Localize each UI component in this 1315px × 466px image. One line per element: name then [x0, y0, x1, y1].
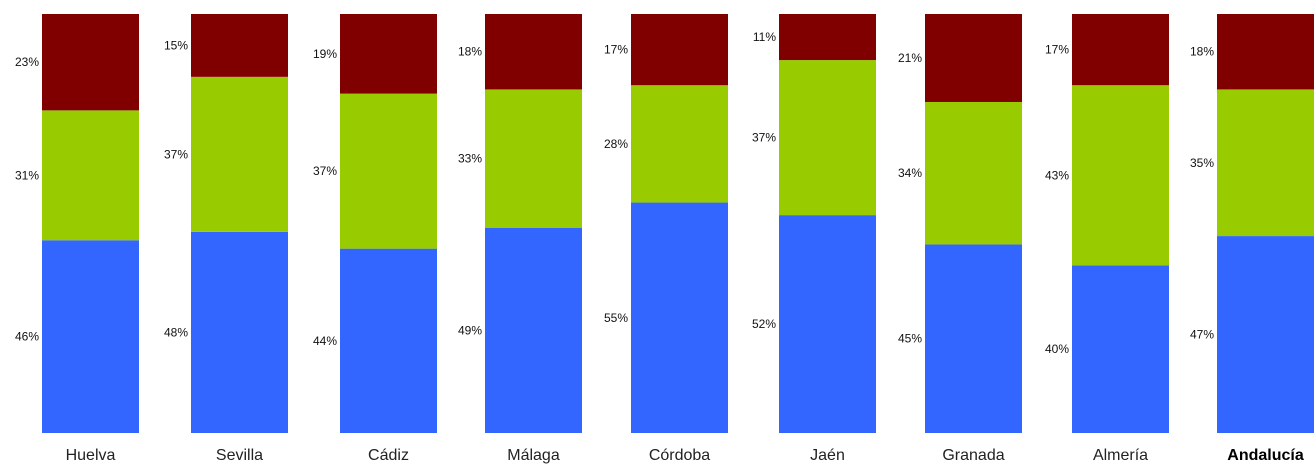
data-label: 21%: [898, 51, 922, 65]
bar-andalucía-middle: [1217, 89, 1314, 237]
category-label: Cádiz: [368, 447, 409, 464]
bar-sevilla-lower: [191, 231, 288, 433]
bar-córdoba-lower: [631, 202, 728, 433]
data-label: 11%: [753, 30, 776, 44]
data-label: 35%: [1190, 156, 1214, 170]
data-label: 37%: [313, 164, 337, 178]
bar-jaén-lower: [779, 215, 876, 433]
bar-jaén-upper: [779, 14, 876, 61]
data-label: 19%: [313, 47, 337, 61]
bar-sevilla-upper: [191, 14, 288, 77]
data-label: 46%: [15, 330, 39, 344]
data-label: 55%: [604, 311, 628, 325]
data-label: 47%: [1190, 328, 1214, 342]
bar-andalucía-upper: [1217, 14, 1314, 90]
data-label: 17%: [1045, 43, 1069, 57]
bar-huelva-lower: [42, 240, 139, 433]
data-label: 44%: [313, 334, 337, 348]
bar-jaén-middle: [779, 60, 876, 216]
data-label: 37%: [752, 131, 776, 145]
data-label: 23%: [15, 55, 39, 69]
bar-granada-middle: [925, 101, 1022, 245]
data-label: 18%: [458, 45, 482, 59]
bar-andalucía-lower: [1217, 236, 1314, 433]
bar-córdoba-upper: [631, 14, 728, 86]
bar-málaga-lower: [485, 227, 582, 433]
data-label: 17%: [604, 43, 628, 57]
category-label: Granada: [942, 447, 1004, 464]
data-label: 43%: [1045, 168, 1069, 182]
bar-huelva-upper: [42, 14, 139, 111]
bar-granada-upper: [925, 14, 1022, 102]
bar-almería-middle: [1072, 85, 1169, 266]
category-label: Sevilla: [216, 447, 263, 464]
bar-almería-upper: [1072, 14, 1169, 86]
category-label: Málaga: [507, 447, 560, 464]
data-label: 28%: [604, 137, 628, 151]
bar-córdoba-middle: [631, 85, 728, 203]
category-label: Almería: [1093, 447, 1148, 464]
category-label: Córdoba: [649, 447, 710, 464]
bar-cádiz-lower: [340, 248, 437, 433]
bar-sevilla-middle: [191, 76, 288, 232]
category-label: Jaén: [810, 447, 845, 464]
bar-almería-lower: [1072, 265, 1169, 433]
data-label: 33%: [458, 152, 482, 166]
data-label: 48%: [164, 325, 188, 339]
data-label: 18%: [1190, 45, 1214, 59]
data-label: 40%: [1045, 342, 1069, 356]
data-label: 34%: [898, 166, 922, 180]
data-label: 45%: [898, 332, 922, 346]
bar-cádiz-middle: [340, 93, 437, 249]
data-label: 49%: [458, 323, 482, 337]
bar-huelva-middle: [42, 110, 139, 241]
bar-málaga-upper: [485, 14, 582, 90]
bar-cádiz-upper: [340, 14, 437, 94]
category-label: Andalucía: [1227, 447, 1304, 464]
data-label: 52%: [752, 317, 776, 331]
bar-granada-lower: [925, 244, 1022, 433]
data-label: 31%: [15, 168, 39, 182]
category-label: Huelva: [66, 447, 116, 464]
data-label: 15%: [164, 38, 188, 52]
bar-málaga-middle: [485, 89, 582, 228]
data-label: 37%: [164, 147, 188, 161]
